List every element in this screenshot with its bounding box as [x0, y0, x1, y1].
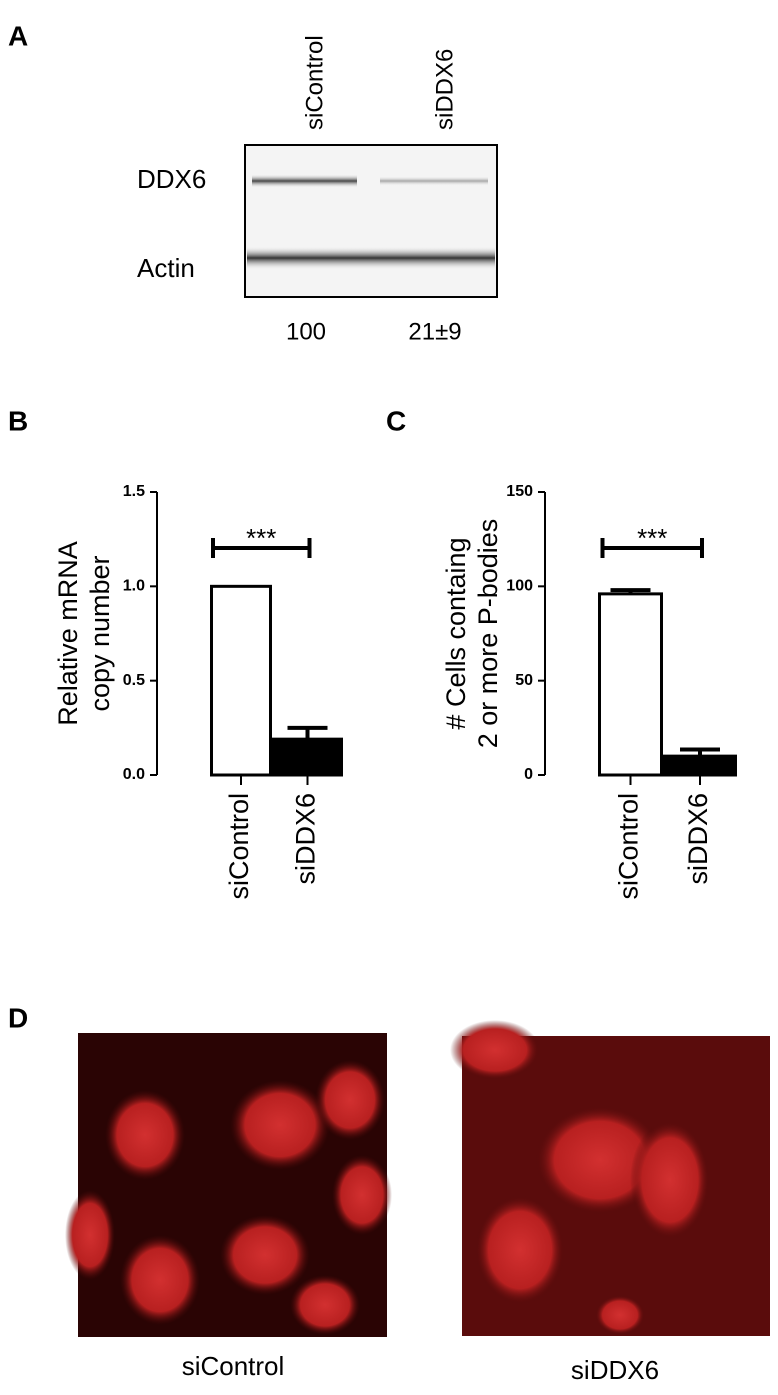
image-caption: siDDX6	[571, 1355, 659, 1385]
cell	[595, 1295, 645, 1335]
y-axis-label: Relative mRNA	[53, 541, 83, 726]
blot-band	[252, 174, 357, 188]
cell	[315, 1060, 385, 1140]
bar	[272, 737, 343, 777]
y-tick-label: 0	[524, 766, 533, 783]
lane-label: siControl	[301, 35, 328, 130]
cell	[450, 1020, 540, 1080]
cell	[120, 1235, 200, 1325]
cell	[220, 1215, 310, 1295]
cell	[65, 1190, 115, 1280]
blot-frame	[244, 144, 498, 298]
significance-label: ***	[637, 523, 667, 553]
error-bar	[287, 725, 328, 740]
bar	[598, 592, 663, 777]
cell	[105, 1090, 185, 1180]
x-tick-label: siDDX6	[291, 793, 321, 885]
cell	[230, 1080, 330, 1170]
significance-bracket	[211, 538, 312, 558]
y-tick-label: 0.5	[123, 672, 145, 689]
y-axis-label: copy number	[85, 555, 115, 711]
panel-label: A	[8, 20, 28, 51]
y-tick-label: 1.5	[123, 483, 145, 500]
micrograph	[450, 1020, 770, 1336]
y-axis-label: 2 or more P-bodies	[473, 519, 503, 749]
y-tick-label: 150	[506, 483, 533, 500]
x-tick-label: siDDX6	[683, 793, 713, 885]
cell	[332, 1155, 392, 1235]
panel-label: D	[8, 1002, 28, 1033]
quantification: 100	[286, 318, 326, 345]
micrograph	[65, 1033, 392, 1337]
band-label: DDX6	[137, 164, 206, 194]
panel-label: C	[386, 405, 406, 436]
blot-band	[247, 246, 495, 270]
blot-band	[380, 176, 488, 186]
cell	[630, 1120, 710, 1240]
x-tick-label: siControl	[614, 793, 644, 900]
panel-label: B	[8, 405, 28, 436]
y-tick-label: 50	[515, 672, 533, 689]
error-bar	[680, 747, 720, 757]
band-label: Actin	[137, 253, 195, 283]
y-tick-label: 1.0	[123, 578, 145, 595]
cell	[290, 1275, 360, 1335]
x-tick-label: siControl	[224, 793, 254, 900]
image-caption: siControl	[182, 1351, 285, 1381]
y-tick-label: 0.0	[123, 766, 145, 783]
significance-label: ***	[246, 523, 276, 553]
bar	[210, 584, 272, 777]
y-axis-label: # Cells containg	[441, 537, 471, 729]
y-tick-label: 100	[506, 578, 533, 595]
cell	[475, 1195, 565, 1305]
quantification: 21±9	[408, 318, 461, 345]
significance-bracket	[600, 538, 704, 558]
error-bar	[610, 588, 651, 594]
bar	[663, 754, 737, 777]
lane-label: siDDX6	[431, 49, 458, 130]
